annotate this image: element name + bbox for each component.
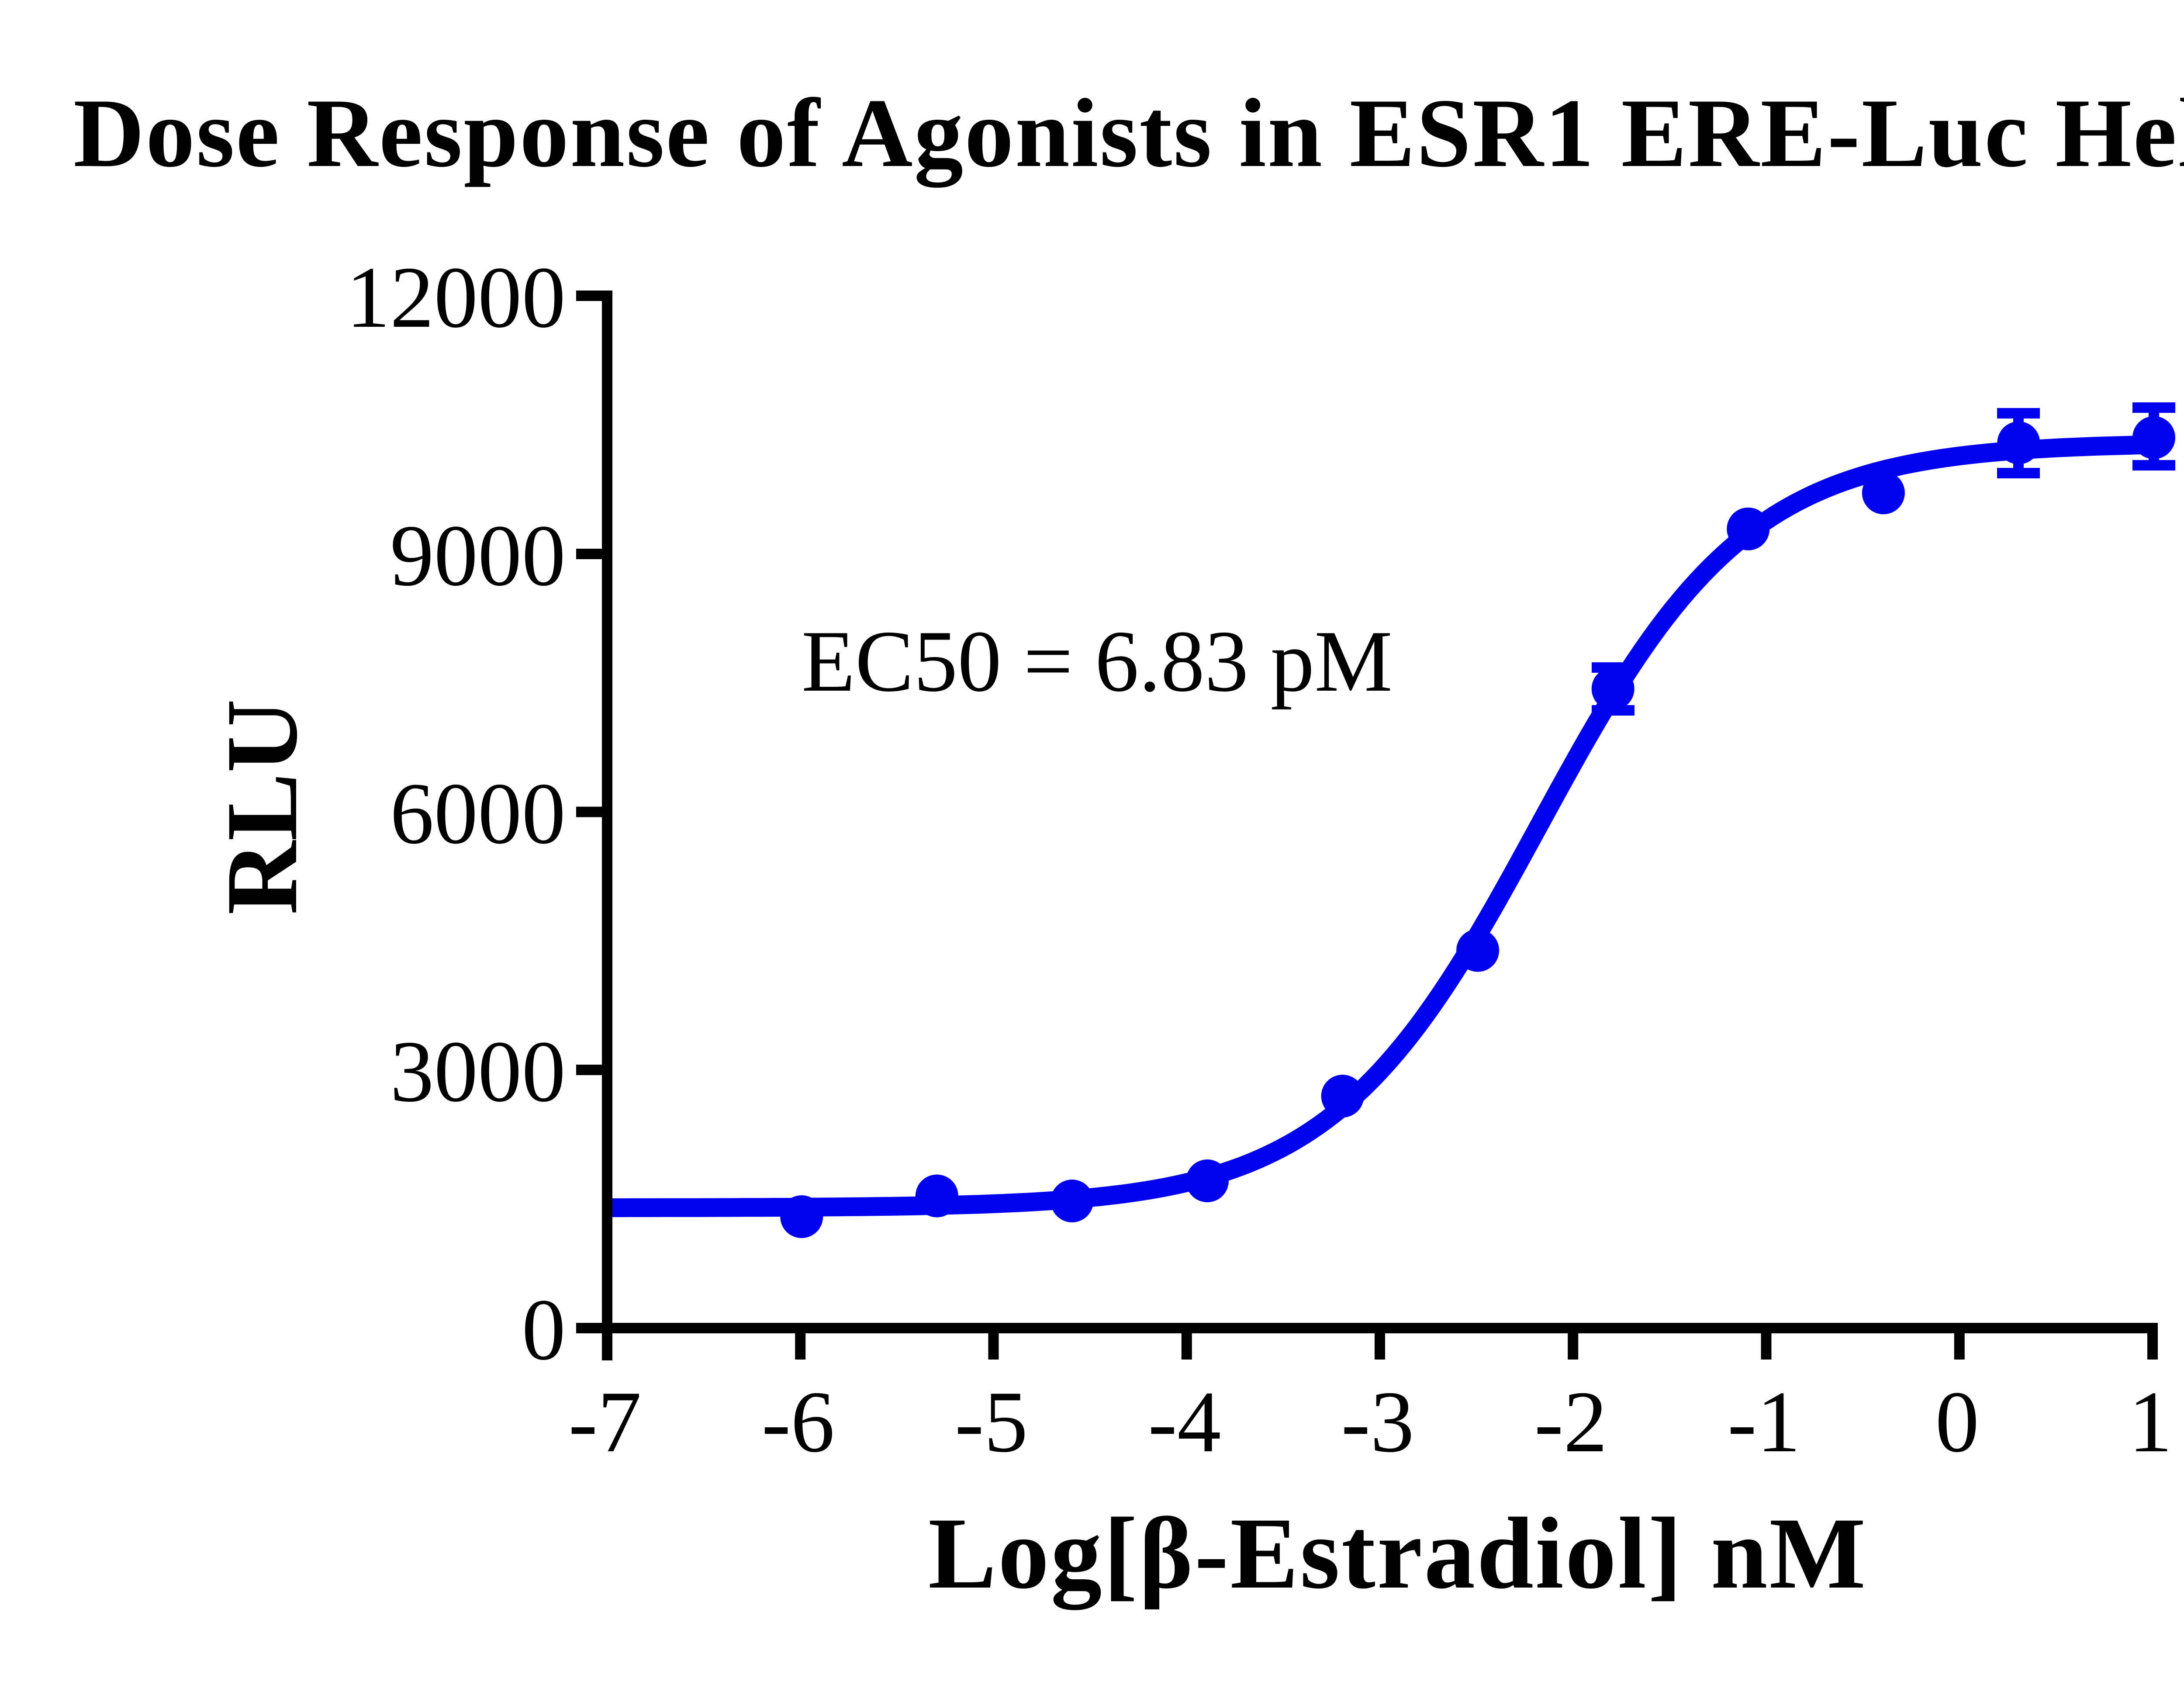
svg-text:-2: -2 <box>1534 1374 1607 1470</box>
svg-text:6000: 6000 <box>390 765 566 862</box>
svg-text:1: 1 <box>2129 1374 2173 1470</box>
svg-text:-7: -7 <box>568 1374 641 1470</box>
svg-text:EC50 = 6.83 pM: EC50 = 6.83 pM <box>802 613 1393 710</box>
svg-text:0: 0 <box>1935 1374 1980 1470</box>
svg-text:-5: -5 <box>955 1374 1028 1470</box>
svg-text:-6: -6 <box>761 1374 834 1470</box>
svg-text:Log[β-Estradiol] nM: Log[β-Estradiol] nM <box>928 1496 1867 1610</box>
svg-text:RLU: RLU <box>205 699 318 915</box>
svg-text:-4: -4 <box>1148 1374 1221 1470</box>
svg-text:3000: 3000 <box>390 1023 566 1120</box>
svg-text:-1: -1 <box>1728 1374 1800 1470</box>
svg-text:-3: -3 <box>1341 1374 1414 1470</box>
svg-text:Dose Response of Agonists in E: Dose Response of Agonists in ESR1 ERE-Lu… <box>73 78 2184 188</box>
svg-text:0: 0 <box>522 1281 566 1378</box>
svg-text:9000: 9000 <box>390 507 566 604</box>
svg-text:12000: 12000 <box>346 249 566 346</box>
